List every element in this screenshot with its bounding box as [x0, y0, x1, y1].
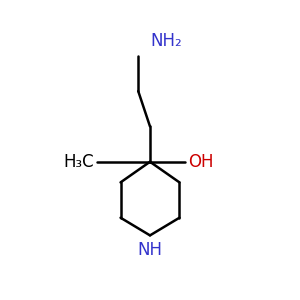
- Text: NH: NH: [137, 241, 163, 259]
- Text: H₃C: H₃C: [63, 153, 94, 171]
- Text: OH: OH: [188, 153, 214, 171]
- Text: NH₂: NH₂: [150, 32, 182, 50]
